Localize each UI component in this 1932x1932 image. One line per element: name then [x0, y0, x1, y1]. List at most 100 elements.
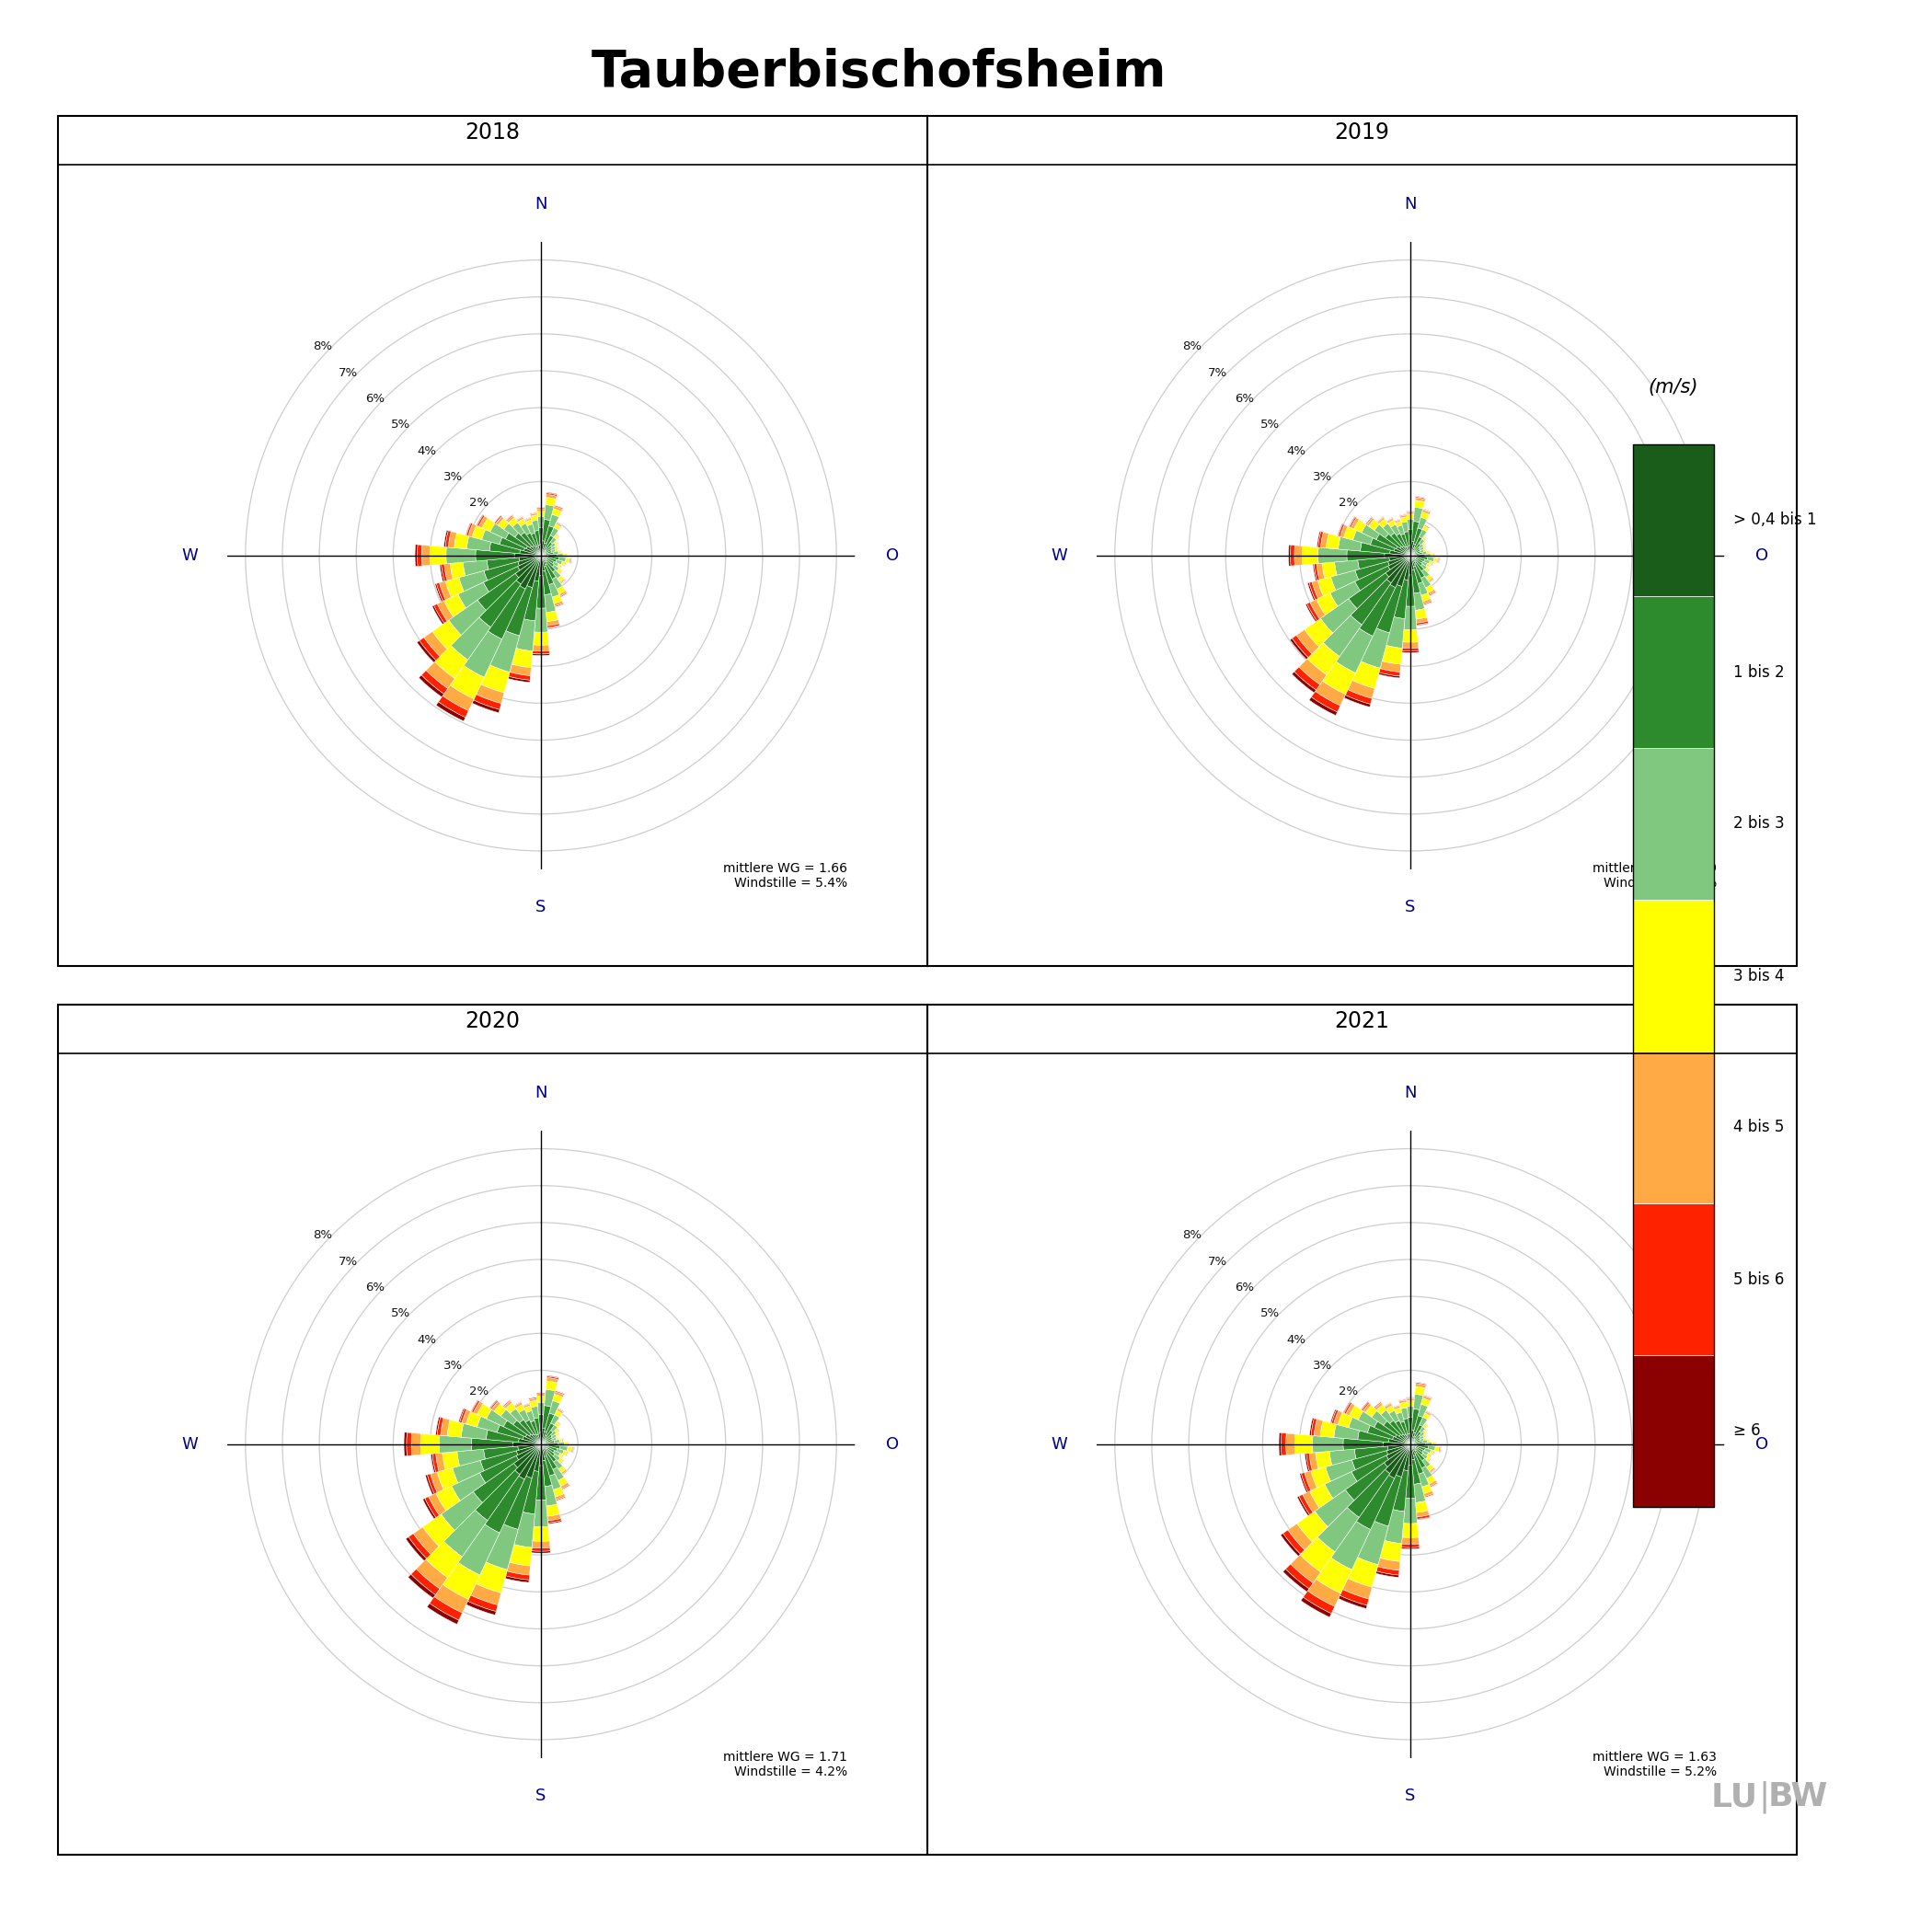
Bar — [1424, 1434, 1426, 1437]
Bar — [1321, 531, 1329, 549]
Bar — [1424, 558, 1430, 564]
Bar — [1399, 1403, 1406, 1408]
Bar — [1374, 1422, 1397, 1437]
Bar — [446, 1420, 464, 1437]
Bar — [537, 516, 545, 527]
Bar — [1414, 527, 1422, 545]
Bar — [1316, 1490, 1354, 1526]
Text: LU: LU — [1712, 1781, 1758, 1812]
Bar — [514, 1401, 522, 1406]
Bar — [1414, 1437, 1420, 1443]
Bar — [1341, 526, 1349, 537]
Bar — [1314, 1420, 1323, 1435]
Bar — [1414, 553, 1422, 554]
Text: 6%: 6% — [365, 392, 384, 404]
Bar — [545, 504, 554, 520]
Bar — [545, 1457, 554, 1476]
Bar — [1410, 554, 1416, 564]
Bar — [529, 1399, 537, 1403]
Bar — [514, 1401, 522, 1406]
Bar — [549, 1401, 560, 1414]
Bar — [1403, 1497, 1418, 1524]
Bar — [535, 1466, 547, 1501]
Bar — [1414, 498, 1426, 502]
Bar — [545, 549, 553, 553]
Bar — [541, 1428, 545, 1445]
Bar — [1374, 1403, 1383, 1410]
Bar — [481, 529, 502, 545]
Bar — [535, 547, 541, 556]
Bar — [483, 518, 495, 531]
Bar — [458, 1449, 485, 1466]
Bar — [539, 545, 541, 556]
Bar — [1426, 554, 1432, 556]
Bar — [1408, 545, 1410, 556]
Bar — [1385, 1405, 1395, 1414]
Bar — [408, 1534, 431, 1559]
Bar — [1296, 630, 1320, 653]
Bar — [1414, 558, 1422, 564]
Bar — [437, 583, 446, 601]
Bar — [1397, 547, 1410, 556]
Bar — [1376, 1571, 1399, 1577]
Bar — [537, 512, 545, 518]
Bar — [556, 568, 562, 574]
Bar — [1408, 1445, 1412, 1464]
Bar — [475, 1470, 520, 1520]
Bar — [1325, 1472, 1356, 1499]
Bar — [1414, 1484, 1426, 1503]
Bar — [435, 583, 442, 601]
Bar — [1395, 520, 1401, 524]
Bar — [406, 1538, 427, 1561]
Bar — [1401, 1544, 1420, 1548]
Bar — [539, 556, 543, 576]
Bar — [1339, 1596, 1368, 1609]
Bar — [553, 570, 560, 580]
Bar — [1310, 1484, 1333, 1509]
Bar — [564, 562, 566, 566]
Bar — [524, 1403, 529, 1406]
Bar — [1424, 1430, 1428, 1434]
Bar — [440, 564, 444, 582]
Bar — [545, 593, 556, 612]
Bar — [554, 1493, 566, 1499]
Bar — [1422, 526, 1430, 531]
Bar — [406, 1432, 412, 1457]
Bar — [558, 591, 566, 597]
Bar — [554, 1410, 562, 1418]
Bar — [466, 1602, 497, 1615]
Bar — [1298, 659, 1327, 684]
Bar — [1395, 518, 1401, 522]
Bar — [1308, 643, 1339, 674]
Bar — [433, 1453, 439, 1472]
Bar — [549, 514, 558, 527]
Bar — [541, 551, 545, 556]
Text: 4%: 4% — [417, 444, 437, 458]
Bar — [437, 1486, 460, 1511]
Bar — [1352, 661, 1379, 688]
Bar — [545, 1486, 556, 1505]
Bar — [1399, 514, 1406, 516]
Bar — [1418, 556, 1428, 560]
Bar — [1391, 533, 1405, 547]
Bar — [1358, 1520, 1389, 1565]
Bar — [491, 1401, 498, 1410]
Bar — [1312, 580, 1323, 599]
Bar — [506, 1403, 516, 1414]
Bar — [1426, 1410, 1432, 1414]
Bar — [551, 527, 558, 537]
Bar — [1310, 697, 1337, 715]
Bar — [529, 1401, 537, 1406]
Bar — [1408, 1418, 1412, 1434]
Bar — [1405, 554, 1410, 580]
Bar — [1424, 1395, 1432, 1399]
Bar — [1410, 1430, 1414, 1445]
Bar — [1387, 520, 1395, 527]
Bar — [541, 1439, 545, 1445]
Bar — [531, 1420, 539, 1435]
Bar — [427, 1474, 437, 1493]
Bar — [444, 529, 448, 547]
Bar — [1376, 1567, 1399, 1575]
Bar — [1308, 583, 1316, 601]
Bar — [439, 582, 452, 601]
